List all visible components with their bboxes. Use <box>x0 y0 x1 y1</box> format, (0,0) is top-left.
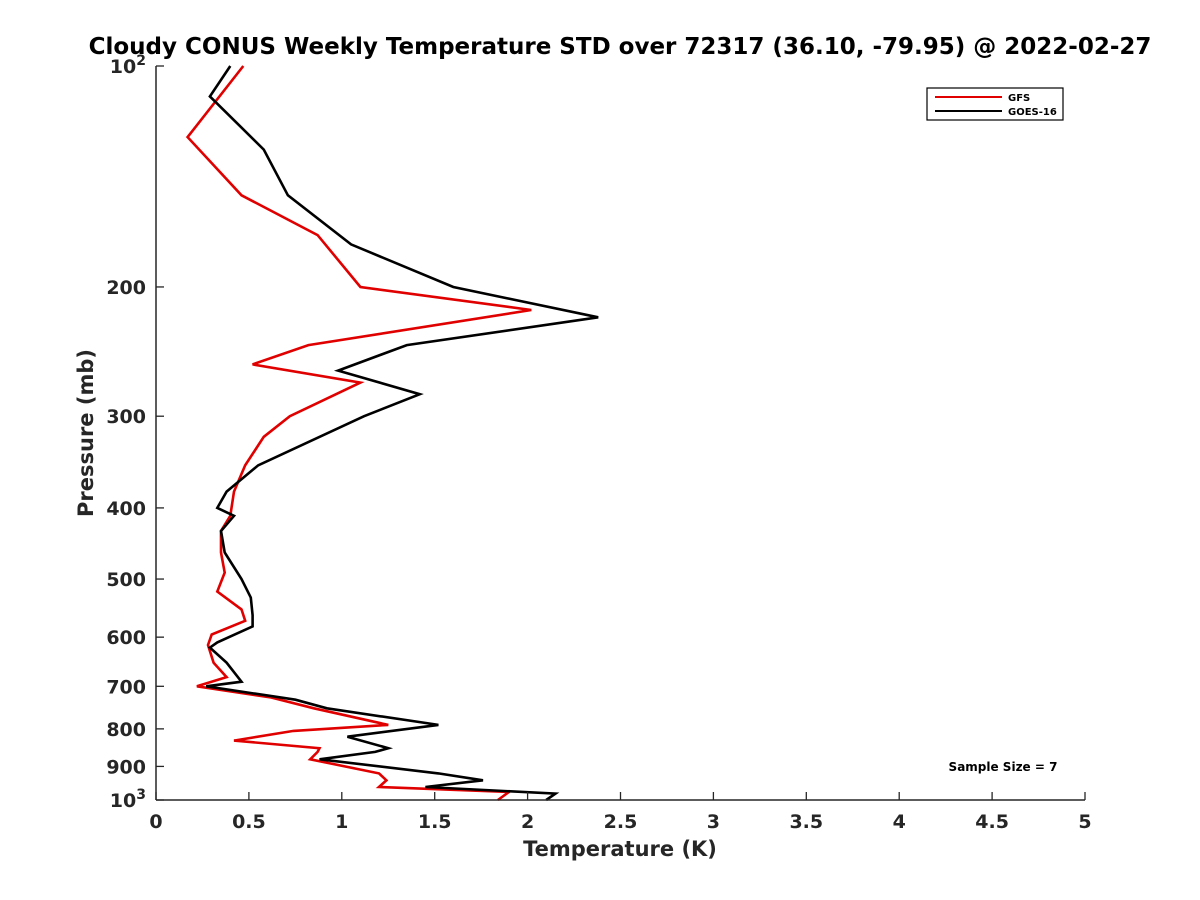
y-tick-label: 400 <box>106 498 146 520</box>
y-tick-label: 200 <box>106 277 146 299</box>
chart-title: Cloudy CONUS Weekly Temperature STD over… <box>89 34 1152 60</box>
legend-box <box>926 87 1064 121</box>
y-tick-power-base: 10 <box>110 790 136 812</box>
y-tick-label: 900 <box>106 756 146 778</box>
x-axis-ticks: 0 0.5 1 1.5 2 2.5 3 3.5 4 4.5 5 <box>149 792 1092 833</box>
x-tick-label: 3.5 <box>789 811 823 833</box>
y-tick-label: 500 <box>106 569 146 591</box>
series-layer <box>185 65 599 802</box>
x-tick-label: 5 <box>1078 811 1091 833</box>
x-tick-label: 0 <box>149 811 162 833</box>
y-tick-label: 600 <box>106 627 146 649</box>
x-tick-label: 2 <box>521 811 534 833</box>
y-tick-power-exponent: 2 <box>136 53 146 69</box>
sample-size-annotation: Sample Size = 7 <box>949 760 1058 774</box>
x-tick-label: 4 <box>893 811 906 833</box>
x-tick-label: 0.5 <box>232 811 266 833</box>
legend: GFS GOES-16 <box>926 87 1064 121</box>
series-line-gfs <box>185 65 532 802</box>
legend-label-goes16: GOES-16 <box>1008 107 1057 118</box>
y-tick-power-base: 10 <box>110 56 136 78</box>
plot-area: 0 0.5 1 1.5 2 2.5 3 3.5 4 4.5 5 200 300 400 500 600 700… <box>106 53 1091 833</box>
legend-label-gfs: GFS <box>1008 93 1030 104</box>
x-tick-label: 3 <box>707 811 720 833</box>
series-line-goes-16 <box>206 65 599 802</box>
x-tick-label: 4.5 <box>975 811 1009 833</box>
y-tick-label: 300 <box>106 406 146 428</box>
y-tick-label: 800 <box>106 719 146 741</box>
x-tick-label: 1.5 <box>418 811 452 833</box>
plot-background <box>156 66 1085 800</box>
y-tick-power-exponent: 3 <box>136 787 146 803</box>
y-tick-label: 700 <box>106 676 146 698</box>
x-tick-label: 1 <box>335 811 348 833</box>
y-tick-label-power: 102 <box>110 53 146 78</box>
x-axis-label: Temperature (K) <box>523 837 717 861</box>
y-tick-label-power: 103 <box>110 787 146 812</box>
y-axis-label: Pressure (mb) <box>74 349 98 517</box>
x-tick-label: 2.5 <box>604 811 638 833</box>
